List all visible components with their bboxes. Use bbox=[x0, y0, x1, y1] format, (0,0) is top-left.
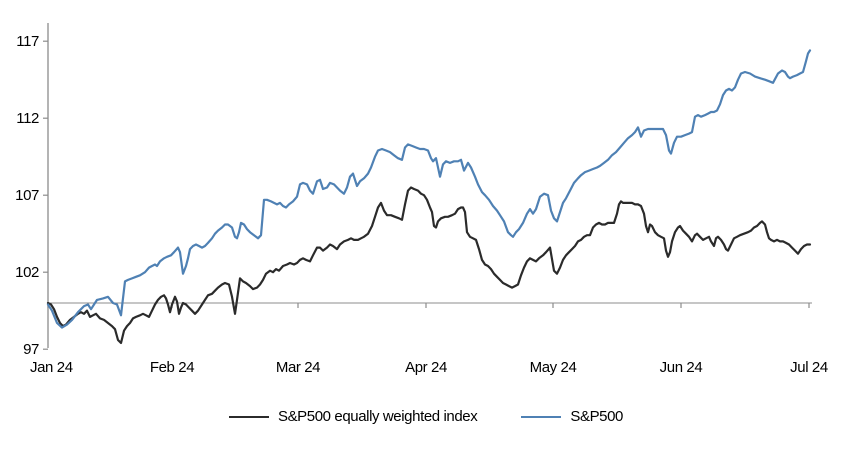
y-tick-label: 97 bbox=[23, 341, 39, 358]
sp500-line-swatch bbox=[521, 415, 562, 418]
legend-item-sp500-equal-weight: S&P500 equally weighted index bbox=[228, 408, 478, 425]
x-tick-label: Mar 24 bbox=[276, 359, 320, 376]
sp500-equal-weight-line-swatch bbox=[228, 415, 269, 418]
y-tick-label: 117 bbox=[16, 33, 39, 50]
sp500-line bbox=[46, 49, 812, 329]
chart-legend: S&P500 equally weighted index S&P500 bbox=[0, 408, 852, 425]
legend-label-sp500: S&P500 bbox=[570, 408, 624, 425]
legend-item-sp500: S&P500 bbox=[521, 408, 623, 425]
x-tick-label: May 24 bbox=[530, 359, 577, 376]
y-tick-label: 112 bbox=[16, 110, 39, 127]
y-tick-label: 102 bbox=[15, 264, 39, 281]
x-tick-label: Feb 24 bbox=[150, 359, 194, 376]
x-tick-label: Apr 24 bbox=[405, 359, 447, 376]
x-tick-label: Jan 24 bbox=[30, 359, 73, 376]
x-tick-label: Jul 24 bbox=[790, 359, 828, 376]
legend-label-sp500-equal-weight: S&P500 equally weighted index bbox=[277, 408, 478, 425]
x-tick-label: Jun 24 bbox=[660, 359, 703, 376]
sp500-equal-weight-line bbox=[46, 186, 812, 345]
y-tick-label: 107 bbox=[15, 187, 39, 204]
